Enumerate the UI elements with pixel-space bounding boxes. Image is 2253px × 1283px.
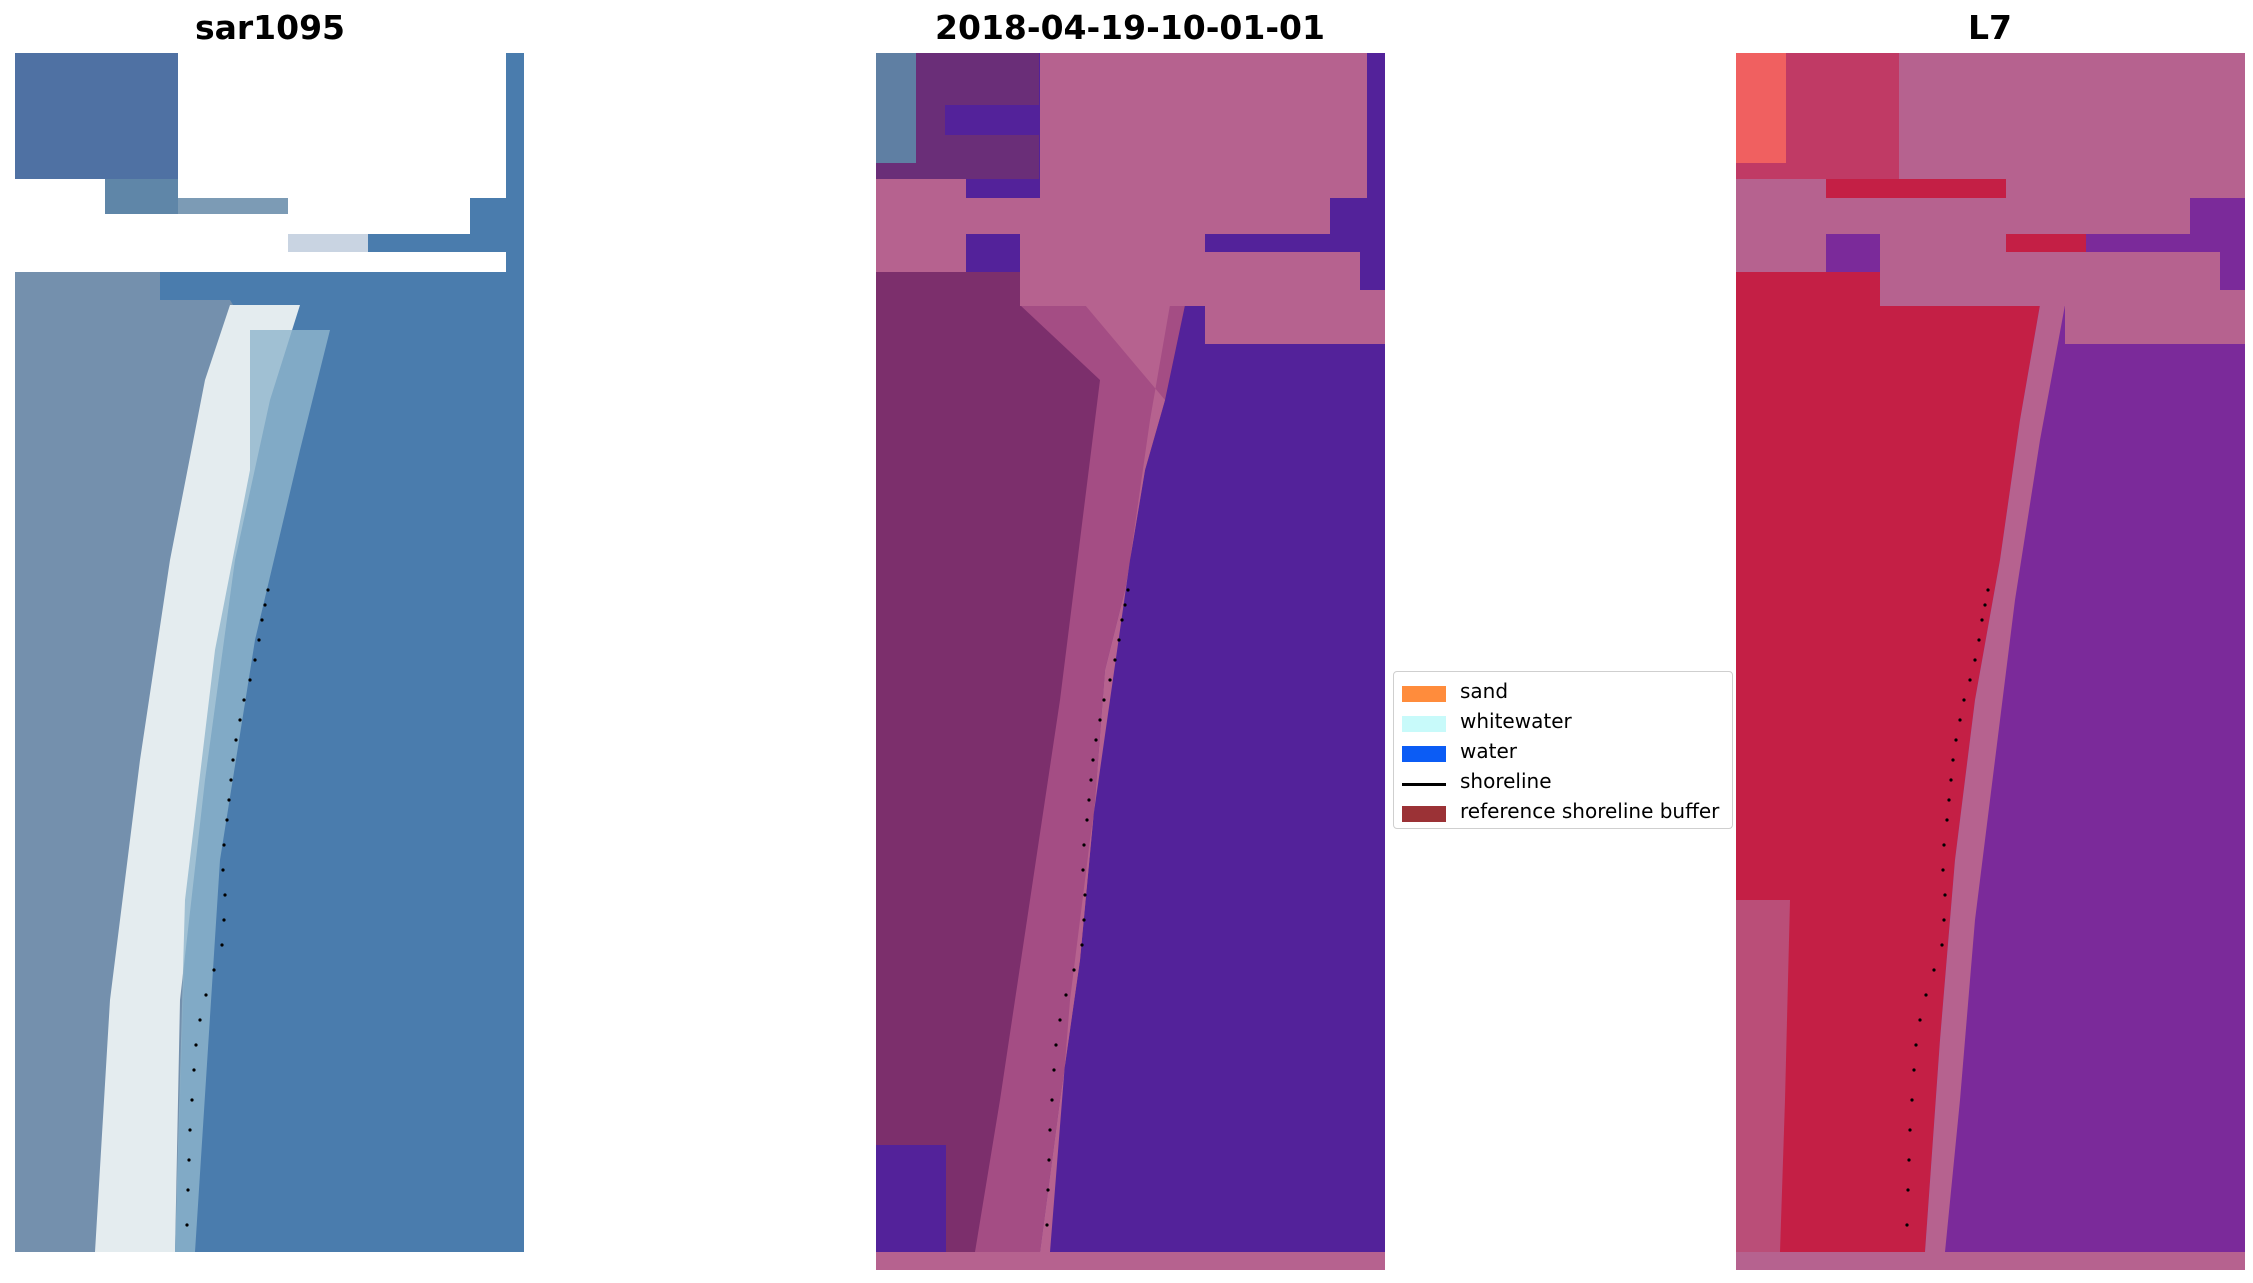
l7-shoreline — [1905, 588, 1990, 1227]
panel-title-l7: L7 — [1968, 8, 2012, 47]
legend-label-water: water — [1460, 739, 1517, 763]
panel-title-classified: 2018-04-19-10-01-01 — [935, 8, 1325, 47]
legend-swatch-reference-buffer — [1402, 806, 1446, 822]
legend-label-shoreline: shoreline — [1460, 769, 1552, 793]
legend: sand whitewater water shoreline referenc… — [1393, 671, 1733, 829]
rgb-shoreline — [185, 588, 270, 1227]
panel-title-rgb: sar1095 — [194, 8, 346, 47]
legend-line-shoreline — [1402, 783, 1446, 786]
classified-background — [876, 53, 1385, 1270]
rgb-background — [15, 53, 524, 1252]
legend-label-sand: sand — [1460, 679, 1509, 703]
legend-label-whitewater: whitewater — [1460, 709, 1572, 733]
l7-background — [1736, 53, 2245, 1270]
legend-swatch-whitewater — [1402, 716, 1446, 732]
legend-label-reference-buffer: reference shoreline buffer — [1460, 799, 1720, 823]
legend-swatch-sand — [1402, 686, 1446, 702]
legend-swatch-water — [1402, 746, 1446, 762]
classified-shoreline — [1045, 588, 1130, 1227]
